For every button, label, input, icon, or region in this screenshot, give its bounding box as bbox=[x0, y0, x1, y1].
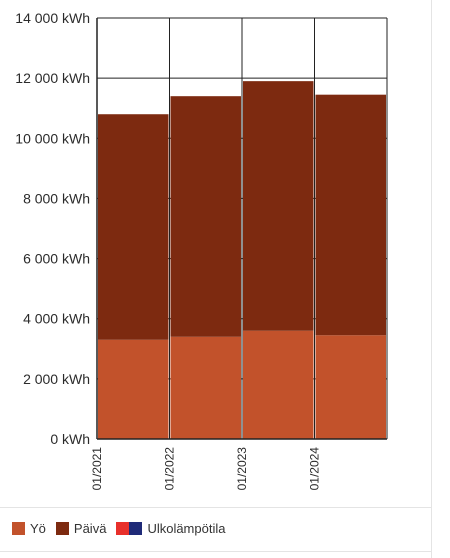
y-tick-label-1: 2 000 kWh bbox=[23, 371, 90, 387]
energy-chart: 0 kWh 2 000 kWh 4 000 kWh 6 000 kWh 8 000 kW… bbox=[15, 10, 388, 491]
x-tick-label-1: 01/2022 bbox=[163, 447, 177, 491]
bottom-divider bbox=[0, 551, 431, 552]
bar-piv-3 bbox=[315, 94, 386, 336]
y-tick-label-4: 8 000 kWh bbox=[23, 190, 90, 206]
chart-legend: Yö Päivä Ulkolämpötila bbox=[12, 521, 235, 536]
y-tick-label-5: 10 000 kWh bbox=[15, 130, 90, 146]
bar-y-0 bbox=[98, 339, 169, 439]
legend-label-paiva: Päivä bbox=[73, 521, 107, 536]
legend-item-yo[interactable]: Yö bbox=[12, 521, 46, 536]
y-tick-label-2: 4 000 kWh bbox=[23, 311, 90, 327]
y-tick-label-7: 14 000 kWh bbox=[15, 10, 90, 26]
x-tick-label-2: 01/2023 bbox=[235, 447, 249, 491]
legend-swatch-ulkolampotila bbox=[116, 522, 143, 535]
panel-border bbox=[431, 0, 432, 558]
legend-swatch-paiva bbox=[55, 522, 69, 535]
legend-item-paiva[interactable]: Päivä bbox=[55, 521, 107, 536]
y-tick-label-3: 6 000 kWh bbox=[23, 251, 90, 267]
bar-y-1 bbox=[170, 336, 241, 439]
bar-piv-2 bbox=[243, 81, 314, 331]
bar-piv-1 bbox=[170, 96, 241, 337]
legend-item-ulkolampotila[interactable]: Ulkolämpötila bbox=[116, 521, 225, 536]
legend-divider bbox=[0, 507, 431, 508]
bar-y-2 bbox=[243, 330, 314, 439]
legend-label-ulkolampotila: Ulkolämpötila bbox=[147, 521, 226, 536]
y-tick-label-6: 12 000 kWh bbox=[15, 70, 90, 86]
x-tick-label-3: 01/2024 bbox=[308, 447, 322, 491]
legend-swatch-yo bbox=[12, 522, 25, 535]
bar-y-3 bbox=[315, 335, 386, 439]
legend-label-yo: Yö bbox=[30, 521, 46, 536]
y-tick-label-0: 0 kWh bbox=[50, 431, 90, 447]
x-tick-label-0: 01/2021 bbox=[90, 447, 104, 491]
bar-piv-0 bbox=[98, 114, 169, 340]
